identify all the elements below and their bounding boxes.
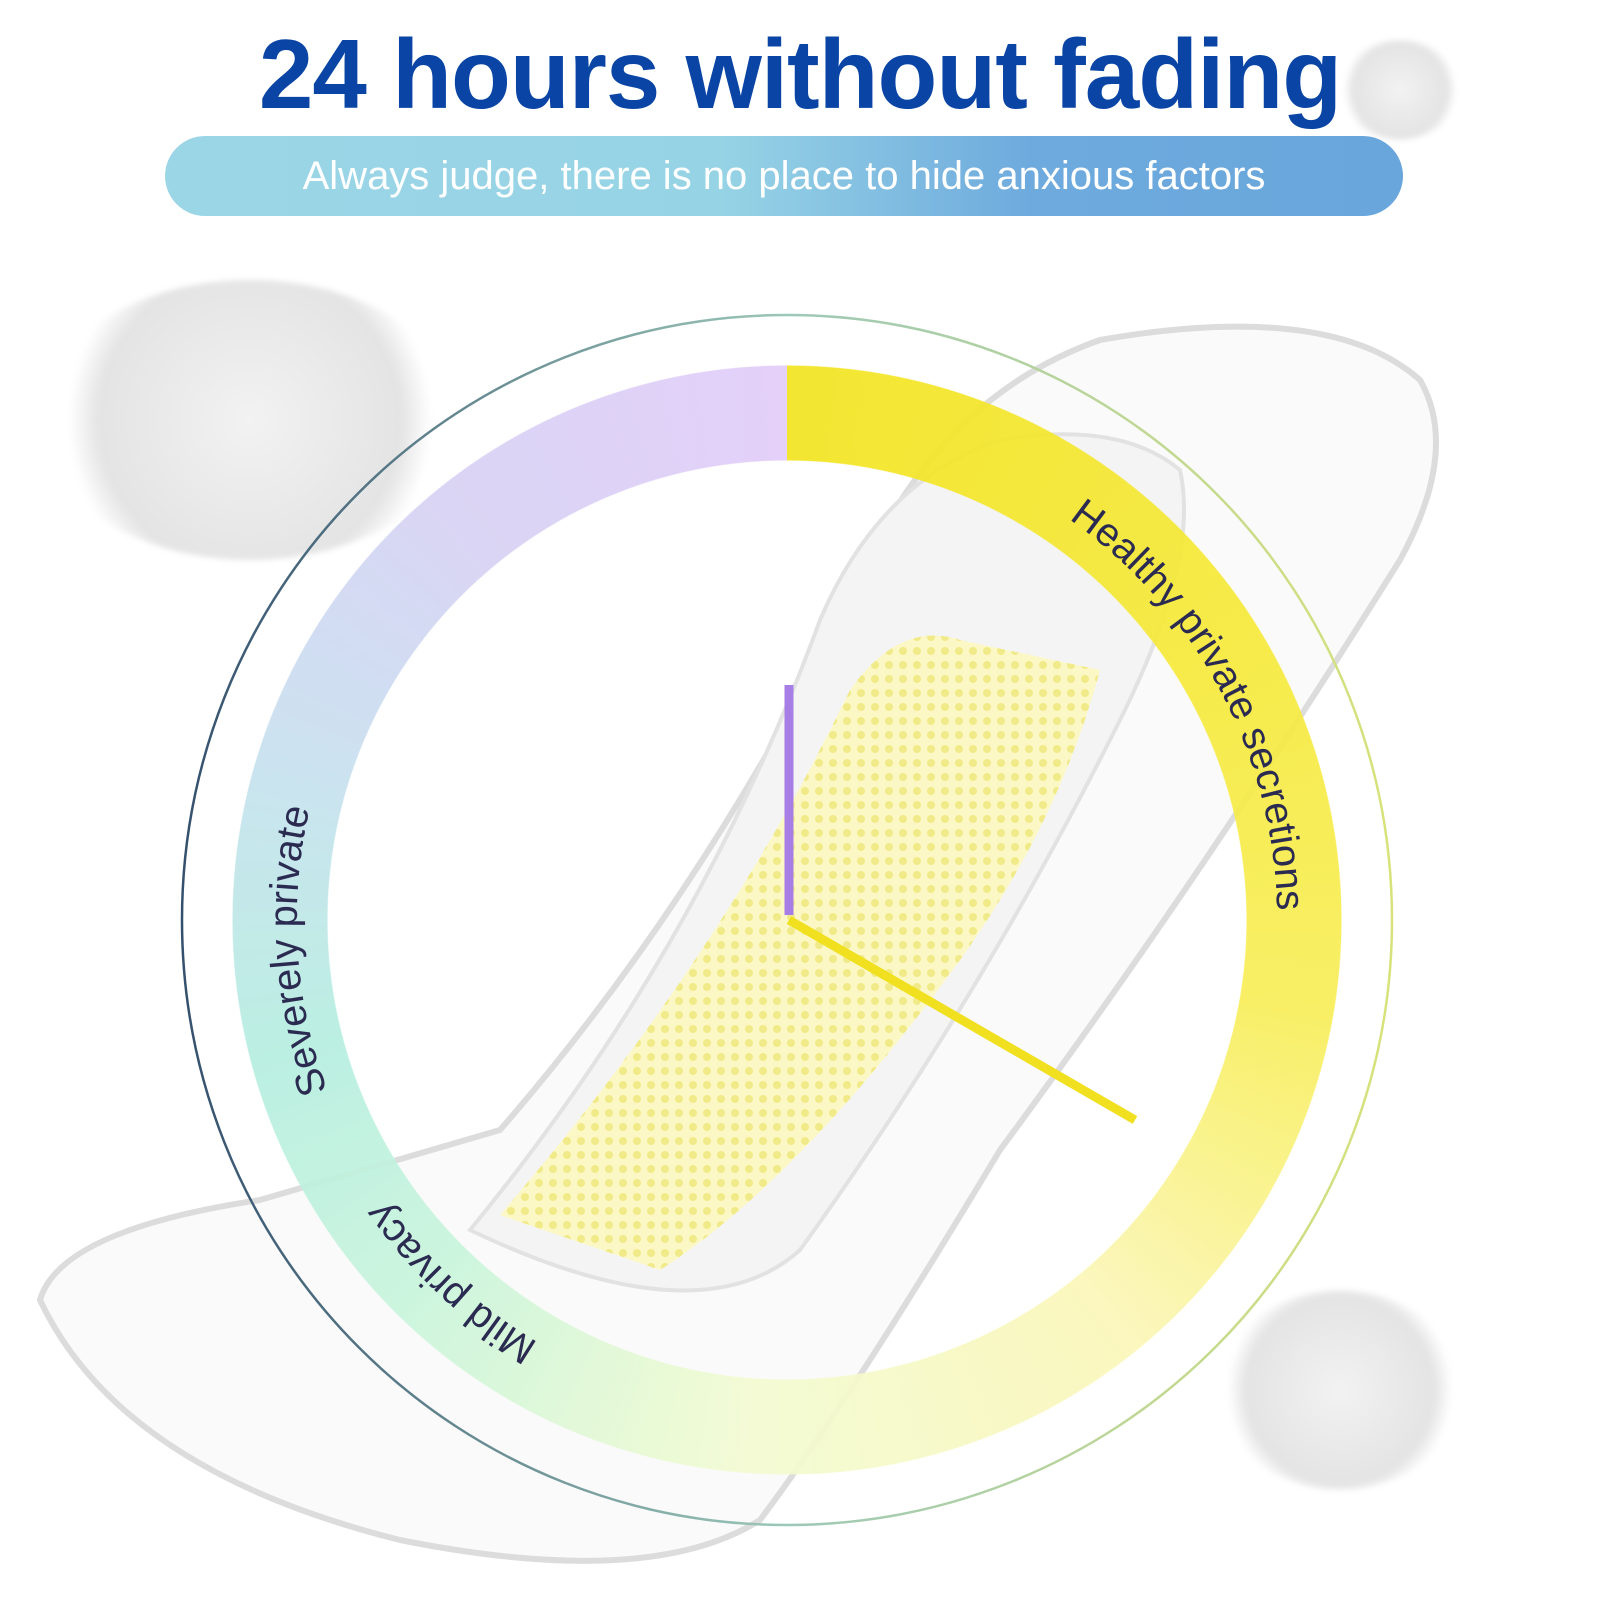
label-mild-privacy: Mild privacy — [356, 1195, 543, 1372]
cloud-decoration — [1340, 40, 1460, 140]
label-healthy-secretions: Healthy private secretions — [1063, 491, 1312, 911]
cloud-decoration — [1220, 1290, 1460, 1490]
subtitle-text: Always judge, there is no place to hide … — [302, 153, 1266, 198]
color-scale-ring — [232, 365, 1342, 1475]
outer-thin-circle — [180, 313, 1394, 1527]
subtitle-banner: Always judge, there is no place to hide … — [165, 136, 1403, 216]
indicator-line-yellow — [786, 916, 1138, 1124]
label-severely-private: Severely private — [262, 801, 336, 1102]
cloud-decoration — [40, 280, 460, 560]
page-title: 24 hours without fading — [258, 19, 1342, 129]
